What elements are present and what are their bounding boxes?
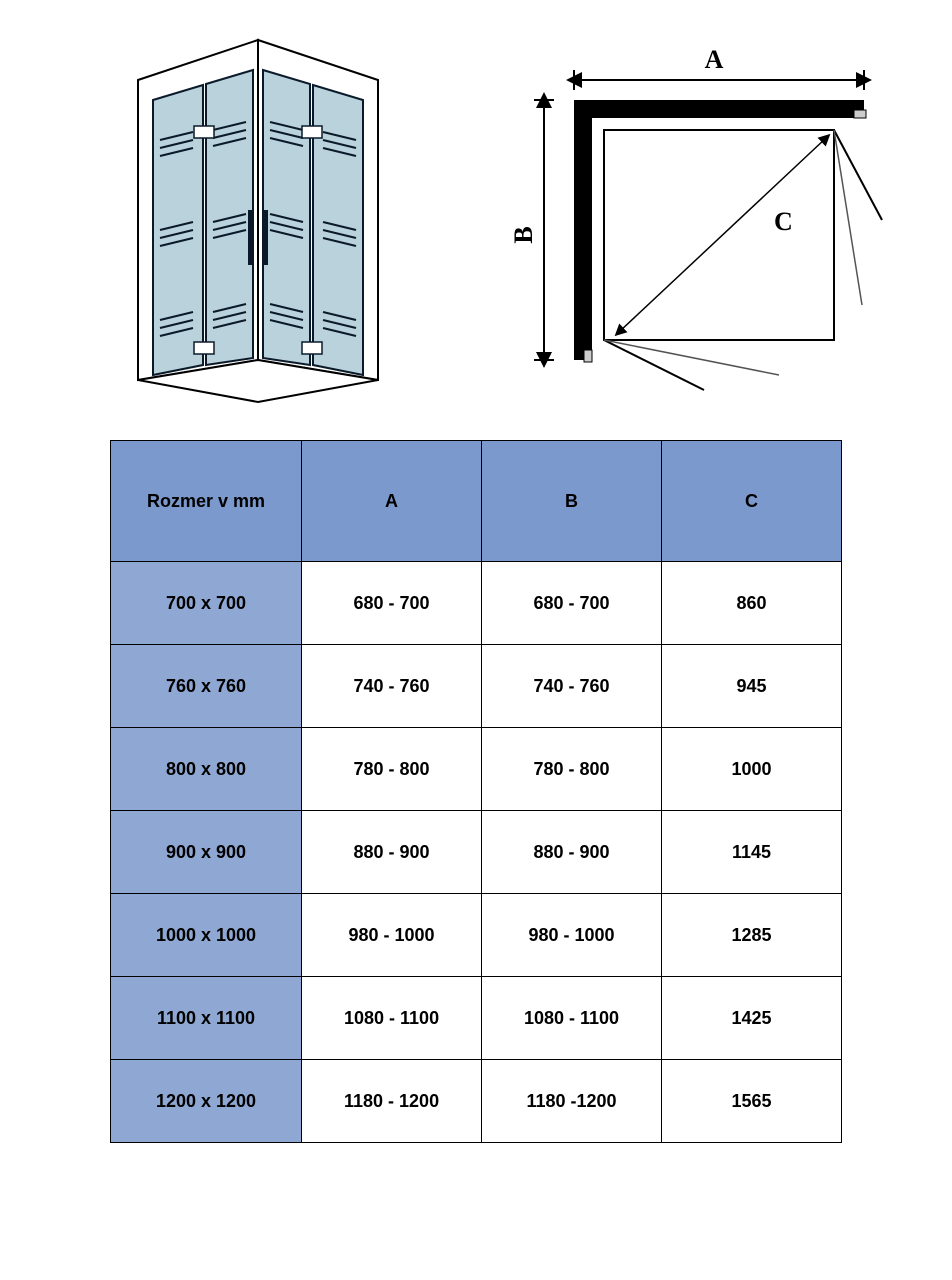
cell: 780 - 800 xyxy=(302,728,482,811)
cell: 680 - 700 xyxy=(302,562,482,645)
shower-topview-svg: A B C xyxy=(504,40,884,400)
col-header: Rozmer v mm xyxy=(111,441,302,562)
diagram-perspective xyxy=(40,30,476,410)
diagram-row: A B C xyxy=(0,0,952,420)
col-header: A xyxy=(302,441,482,562)
row-header: 900 x 900 xyxy=(111,811,302,894)
cell: 780 - 800 xyxy=(482,728,662,811)
dim-label-b: B xyxy=(509,226,538,243)
cell: 980 - 1000 xyxy=(482,894,662,977)
cell: 880 - 900 xyxy=(482,811,662,894)
cell: 1285 xyxy=(662,894,842,977)
row-header: 1100 x 1100 xyxy=(111,977,302,1060)
shower-perspective-svg xyxy=(98,30,418,410)
dimensions-table-wrap: Rozmer v mm A B C 700 x 700 680 - 700 68… xyxy=(0,420,952,1143)
cell: 1180 -1200 xyxy=(482,1060,662,1143)
row-header: 1000 x 1000 xyxy=(111,894,302,977)
cell: 740 - 760 xyxy=(482,645,662,728)
cell: 945 xyxy=(662,645,842,728)
col-header: C xyxy=(662,441,842,562)
cell: 1180 - 1200 xyxy=(302,1060,482,1143)
col-header: B xyxy=(482,441,662,562)
table-row: 760 x 760 740 - 760 740 - 760 945 xyxy=(111,645,842,728)
cell: 980 - 1000 xyxy=(302,894,482,977)
row-header: 800 x 800 xyxy=(111,728,302,811)
cell: 860 xyxy=(662,562,842,645)
dimensions-table: Rozmer v mm A B C 700 x 700 680 - 700 68… xyxy=(110,440,842,1143)
cell: 1080 - 1100 xyxy=(302,977,482,1060)
table-body: 700 x 700 680 - 700 680 - 700 860 760 x … xyxy=(111,562,842,1143)
table-row: 1000 x 1000 980 - 1000 980 - 1000 1285 xyxy=(111,894,842,977)
table-row: 700 x 700 680 - 700 680 - 700 860 xyxy=(111,562,842,645)
cell: 1565 xyxy=(662,1060,842,1143)
cell: 740 - 760 xyxy=(302,645,482,728)
cell: 1425 xyxy=(662,977,842,1060)
cell: 1000 xyxy=(662,728,842,811)
table-header-row: Rozmer v mm A B C xyxy=(111,441,842,562)
row-header: 1200 x 1200 xyxy=(111,1060,302,1143)
cell: 1080 - 1100 xyxy=(482,977,662,1060)
diagram-topview: A B C xyxy=(476,40,912,400)
table-row: 1200 x 1200 1180 - 1200 1180 -1200 1565 xyxy=(111,1060,842,1143)
dim-label-c: C xyxy=(774,207,793,236)
table-row: 800 x 800 780 - 800 780 - 800 1000 xyxy=(111,728,842,811)
page: A B C xyxy=(0,0,952,1280)
table-row: 900 x 900 880 - 900 880 - 900 1145 xyxy=(111,811,842,894)
dim-label-a: A xyxy=(705,45,724,74)
cell: 1145 xyxy=(662,811,842,894)
row-header: 700 x 700 xyxy=(111,562,302,645)
cell: 880 - 900 xyxy=(302,811,482,894)
cell: 680 - 700 xyxy=(482,562,662,645)
row-header: 760 x 760 xyxy=(111,645,302,728)
table-row: 1100 x 1100 1080 - 1100 1080 - 1100 1425 xyxy=(111,977,842,1060)
